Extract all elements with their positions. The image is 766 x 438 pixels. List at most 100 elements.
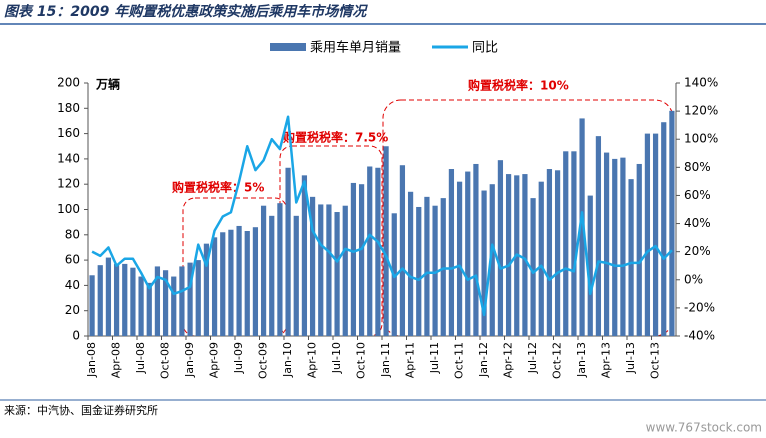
bar <box>424 196 430 336</box>
bar <box>473 163 479 336</box>
bar <box>130 267 136 336</box>
bar <box>603 152 610 336</box>
y2-tick-label: 0% <box>684 272 703 286</box>
y-unit-label: 万辆 <box>95 77 120 92</box>
bar <box>350 182 357 336</box>
bar <box>448 169 455 336</box>
x-tick-label: Jul-13 <box>624 342 637 374</box>
bar <box>399 165 406 336</box>
y-tick-label: 200 <box>57 76 80 90</box>
x-tick-label: Jul-11 <box>428 342 441 374</box>
bar <box>277 203 283 336</box>
x-tick-label: Jan-11 <box>379 342 392 378</box>
bar <box>522 174 528 336</box>
y2-tick-label: -40% <box>684 329 715 343</box>
y-tick-label: 160 <box>57 126 80 140</box>
x-tick-label: Jan-13 <box>575 342 588 378</box>
bar <box>326 204 332 336</box>
y-tick-label: 0 <box>72 329 80 343</box>
bar <box>652 133 659 336</box>
bar <box>554 170 561 336</box>
bar <box>113 263 120 336</box>
bar <box>367 166 373 336</box>
bar <box>171 276 177 336</box>
x-tick-label: Jan-09 <box>183 342 196 378</box>
y-tick-label: 60 <box>65 253 80 267</box>
bar <box>285 167 291 336</box>
annotation-box <box>382 99 674 337</box>
bar <box>236 225 242 336</box>
y2-tick-label: 120% <box>684 104 718 118</box>
x-tick-label: Oct-12 <box>551 342 564 379</box>
y2-tick-label: 40% <box>684 216 711 230</box>
bar <box>375 167 381 336</box>
x-tick-label: Oct-09 <box>257 342 270 379</box>
bar <box>530 198 536 336</box>
x-tick-label: Apr-10 <box>306 342 319 378</box>
y-tick-label: 80 <box>65 227 80 241</box>
bar <box>146 282 152 336</box>
bar <box>187 262 193 336</box>
x-tick-label: Jul-09 <box>232 342 245 374</box>
bar <box>162 270 169 336</box>
bar <box>138 276 144 336</box>
y-tick-label: 20 <box>65 303 80 317</box>
y2-tick-label: 140% <box>684 76 718 90</box>
y-tick-label: 120 <box>57 177 80 191</box>
y2-tick-label: -20% <box>684 300 715 314</box>
bar <box>407 191 414 336</box>
y2-tick-label: 80% <box>684 160 711 174</box>
bar <box>334 212 340 336</box>
bar <box>269 215 275 336</box>
bar <box>481 190 487 336</box>
legend-label: 同比 <box>472 41 498 56</box>
x-tick-label: Jul-12 <box>526 342 539 374</box>
bar <box>538 181 544 336</box>
x-tick-label: Oct-11 <box>453 342 466 379</box>
bar <box>595 136 602 336</box>
bar <box>154 266 161 336</box>
bar <box>97 265 103 336</box>
bar <box>179 266 185 336</box>
bar <box>432 205 438 336</box>
bar <box>342 205 348 336</box>
bar <box>260 205 267 336</box>
x-tick-label: Jul-10 <box>330 342 343 374</box>
bar <box>571 151 577 336</box>
y-tick-label: 100 <box>57 202 80 216</box>
legend-label: 乘用车单月销量 <box>310 40 401 56</box>
bar <box>301 175 308 336</box>
x-tick-label: Apr-13 <box>600 342 613 378</box>
x-tick-label: Apr-08 <box>110 342 123 378</box>
bar <box>318 204 324 336</box>
bar <box>505 174 512 336</box>
bar <box>358 184 365 336</box>
bar <box>546 169 553 336</box>
bar <box>620 157 626 336</box>
bar <box>122 263 128 336</box>
x-tick-label: Jul-08 <box>134 342 147 374</box>
bar <box>612 158 618 336</box>
bar <box>440 198 446 336</box>
bar <box>89 275 95 336</box>
bar <box>644 133 651 336</box>
bar <box>252 227 259 336</box>
bar <box>456 181 463 336</box>
x-tick-label: Oct-08 <box>159 342 172 379</box>
x-tick-label: Oct-13 <box>649 342 662 379</box>
y-tick-label: 180 <box>57 101 80 115</box>
bar <box>211 237 218 336</box>
x-tick-label: Apr-12 <box>502 342 515 378</box>
bar <box>661 122 667 336</box>
bar <box>497 160 504 336</box>
annotation: 购置税税率：5% <box>172 180 264 195</box>
bar <box>203 243 210 336</box>
x-tick-label: Jan-12 <box>477 342 490 378</box>
bar <box>669 110 675 336</box>
y2-tick-label: 60% <box>684 188 711 202</box>
bar <box>416 206 422 336</box>
y-tick-label: 140 <box>57 151 80 165</box>
bar <box>228 229 234 336</box>
bar <box>579 118 585 336</box>
